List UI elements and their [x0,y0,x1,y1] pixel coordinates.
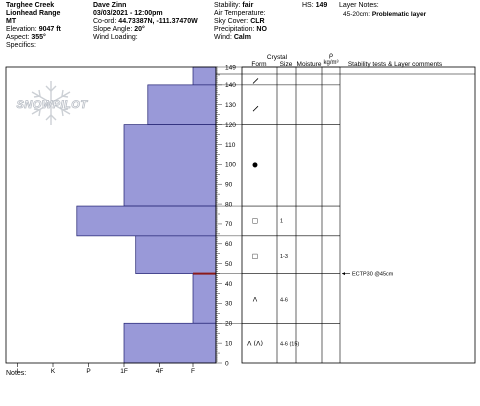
wind-label: Wind: [214,34,232,41]
sky-value: CLR [250,18,265,25]
hardness-bar-3 [76,205,217,237]
layer-notes-range: 45-20cm: [343,11,371,18]
form-header: Form [251,61,266,68]
sky-label: Sky Cover: [214,18,249,25]
profile-frame [241,66,476,364]
y-tick-label-30: 30 [225,301,233,308]
aspect-label: Aspect: [6,34,30,41]
wind-value: Calm [233,34,251,41]
y-tick-label-100: 100 [225,162,236,169]
hardness-bar-5 [192,273,217,324]
state-name: MT [6,18,17,25]
size-header: Size [280,61,293,68]
hardness-bar-1 [147,84,217,125]
specifics-label: Specifics: [6,42,36,49]
stability-tests-header: Stability tests & Layer comments [348,61,443,68]
wind-loading-label: Wind Loading: [93,34,138,41]
stability-value: fair [242,2,254,9]
slope-value: 20° [134,26,145,33]
y-tick-label-90: 90 [225,182,233,189]
hardness-bar-4 [135,235,217,274]
y-tick-label-50: 50 [225,261,233,268]
layer-lines [216,66,340,324]
y-tick-label-140: 140 [225,82,236,89]
moisture-header: Moisture [297,61,322,68]
grain-form-0 [252,78,259,84]
problematic-layer-bar [193,272,216,275]
density-unit-header: kg/m³ [324,60,339,66]
x-tick-label-I: I [17,368,19,375]
grain-form-3: □ [252,216,258,224]
hardness-frame [5,66,217,364]
snowpilot-logo [31,81,71,125]
grain-size-6: 4-6 (15) [280,341,299,347]
air-temp-label: Air Temperature: [214,10,266,17]
range-name: Lionhead Range [6,10,61,17]
y-tick-label-70: 70 [225,221,233,228]
x-tick-label-1F: 1F [120,368,128,375]
y-tick-label-60: 60 [225,241,233,248]
grain-size-3: 1 [280,218,283,224]
y-tick-label-40: 40 [225,281,233,288]
stability-test-column: ECTP30 @45cm [342,272,394,278]
layer-notes-text: Problematic layer [371,11,427,18]
precip-label: Precipitation: [214,26,255,33]
aspect-value: 355° [31,34,46,41]
x-axis: I K P 1F 4F F [17,363,195,375]
stability-test-arrow-0 [342,272,345,276]
y-tick-label-120: 120 [225,122,236,129]
grain-form-5: Λ [253,296,258,304]
hardness-bar-6 [123,322,217,364]
stability-test-0: ECTP30 @45cm [352,272,394,278]
x-tick-label-K: K [51,368,56,375]
layer-notes-label: Layer Notes: [339,2,379,9]
hs-label: HS: [302,2,314,9]
hardness-bar-0 [192,66,217,86]
elevation-label: Elevation: [6,26,37,33]
rho-header: ρ [329,51,333,59]
x-tick-label-4F: 4F [156,368,164,375]
y-tick-label-149: 149 [225,64,236,71]
grain-form-2: ● [252,161,258,169]
x-tick-label-F: F [191,368,195,375]
y-tick-label-20: 20 [225,321,233,328]
location-name: Targhee Creek [6,2,55,9]
elevation-value: 9047 ft [38,26,61,33]
coord-value: 44.73387N, -111.37470W [118,18,198,25]
grain-form-1 [252,105,259,112]
slope-label: Slope Angle: [93,26,133,33]
y-tick-label-80: 80 [225,201,233,208]
y-tick-label-110: 110 [225,142,236,149]
y-axis: 0 10 20 30 40 50 60 70 80 90 100 110 120 130 140 149 [215,64,236,367]
grain-form-6: Λ (Λ) [247,339,263,347]
date-time: 03/03/2021 - 12:00pm [93,10,163,17]
coord-label: Co-ord: [93,18,117,25]
notes-label: Notes: [6,370,27,377]
hardness-bar-2 [123,124,217,207]
y-tick-label-0: 0 [225,360,229,367]
grain-form-4: □ [252,252,258,260]
grain-size-4: 1-3 [280,254,288,260]
hardness-bars [76,66,217,364]
logo-text: SNOWPILOT [16,99,88,111]
y-tick-label-10: 10 [225,340,233,347]
x-tick-label-P: P [86,368,90,375]
grain-column: ● □ 1 □ 1-3 Λ 4-6 Λ (Λ) 4-6 (15) [247,78,299,347]
observer: Dave Zinn [93,2,127,9]
hs-value: 149 [315,2,328,9]
precip-value: NO [256,26,267,33]
stability-label: Stability: [214,2,241,9]
grain-size-5: 4-6 [280,298,288,304]
y-tick-label-130: 130 [225,102,236,109]
crystal-header: Crystal [267,54,288,61]
